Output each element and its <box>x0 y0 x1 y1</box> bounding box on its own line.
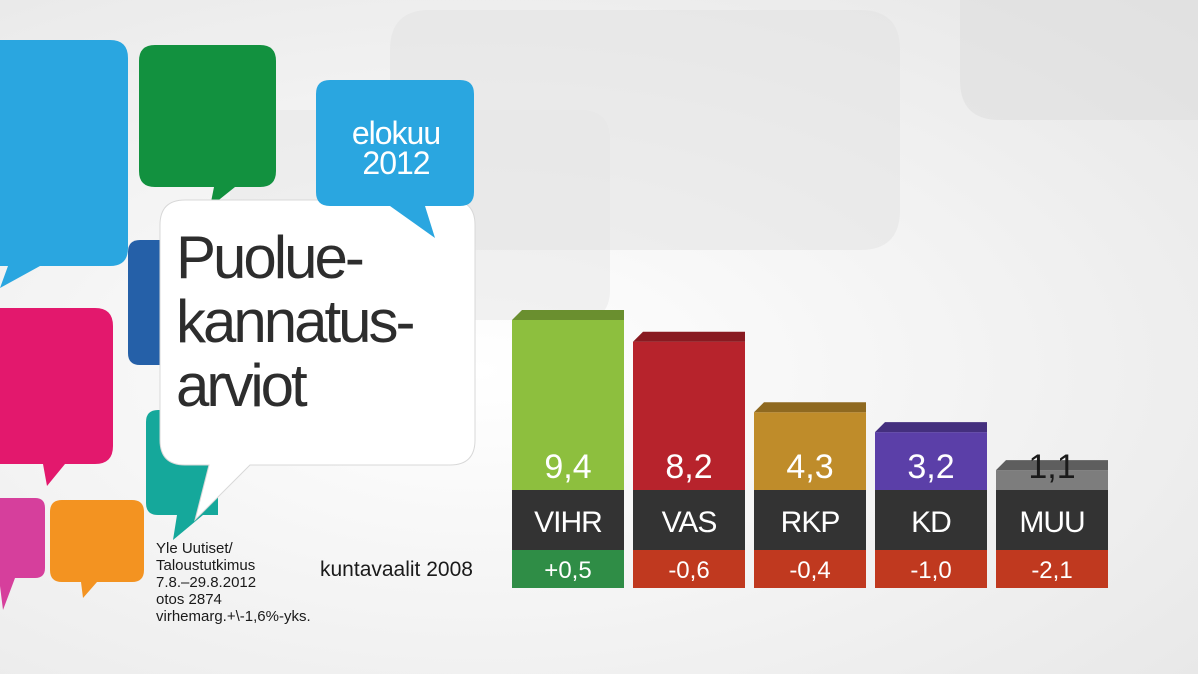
change-label-rkp: -0,4 <box>789 557 830 584</box>
change-box-rkp <box>754 550 866 588</box>
date-label: elokuu 2012 <box>316 115 476 181</box>
source-line: otos 2874 <box>156 591 222 608</box>
pink-bubble-shape <box>0 308 113 486</box>
change-box-kd <box>875 550 987 588</box>
title-line: kannatus- <box>176 288 416 355</box>
date-bubble-shape <box>316 80 474 238</box>
magenta-bubble-shape <box>0 498 45 610</box>
change-label-kd: -1,0 <box>910 557 951 584</box>
change-label-muu: -2,1 <box>1031 557 1072 584</box>
category-label-muu: MUU <box>1019 506 1084 539</box>
category-label-vihr: VIHR <box>534 506 602 539</box>
category-label-kd: KD <box>911 506 951 539</box>
bar-vihr <box>512 320 624 490</box>
bar-muu-top <box>996 460 1108 471</box>
page-title: Puolue- kannatus- arviot <box>176 226 476 418</box>
change-label-vihr: +0,5 <box>544 557 591 584</box>
orange-bubble-shape <box>50 500 144 598</box>
category-box-muu <box>996 490 1108 550</box>
bar-muu <box>996 470 1108 490</box>
source-line: Yle Uutiset/ <box>156 540 233 557</box>
category-box-vihr <box>512 490 624 550</box>
title-line: arviot <box>176 352 308 419</box>
date-year: 2012 <box>362 145 430 181</box>
category-label-rkp: RKP <box>781 506 840 539</box>
reference-label: kuntavaalit 2008 <box>320 558 473 581</box>
change-box-vihr <box>512 550 624 588</box>
value-label-vas: 8,2 <box>665 448 712 486</box>
value-label-vihr: 9,4 <box>544 448 591 486</box>
value-label-muu: 1,1 <box>1028 448 1075 486</box>
source-line: virhemarg.+\-1,6%-yks. <box>156 608 311 625</box>
bar-kd-top <box>875 422 987 433</box>
title-bubble-shape <box>159 199 476 522</box>
bar-vihr-top <box>512 310 624 320</box>
value-label-kd: 3,2 <box>907 448 954 486</box>
change-box-vas <box>633 550 745 588</box>
category-box-rkp <box>754 490 866 550</box>
bar-vas <box>633 341 745 490</box>
source-line: 7.8.–29.8.2012 <box>156 574 257 591</box>
bar-kd <box>875 432 987 490</box>
green-bubble-shape <box>139 45 276 207</box>
blue-bubble-shape <box>0 40 128 288</box>
date-month: elokuu <box>351 115 441 151</box>
category-box-vas <box>633 490 745 550</box>
source-note: Yle Uutiset/ Taloustutkimus 7.8.–29.8.20… <box>156 540 396 625</box>
category-label-vas: VAS <box>662 506 717 539</box>
bar-rkp-top <box>754 402 866 413</box>
category-box-kd <box>875 490 987 550</box>
title-line: Puolue- <box>176 224 365 291</box>
value-label-rkp: 4,3 <box>786 448 833 486</box>
bar-rkp <box>754 412 866 490</box>
change-box-muu <box>996 550 1108 588</box>
change-label-vas: -0,6 <box>668 557 709 584</box>
bar-vas-top <box>633 331 745 342</box>
bg-bubble-shape <box>960 0 1198 120</box>
source-line: Taloustutkimus <box>156 557 256 574</box>
